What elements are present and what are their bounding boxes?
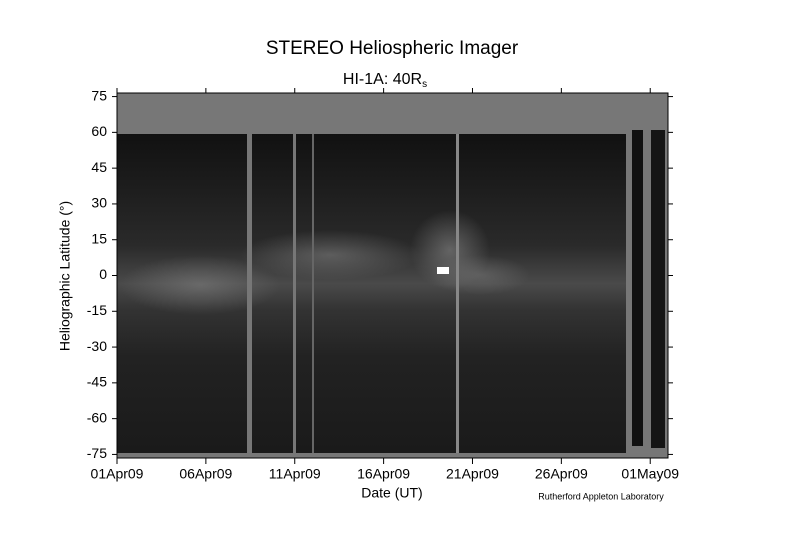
y-axis-label: Heliographic Latitude (°) (57, 201, 73, 351)
y-tick-label: -30 (87, 338, 107, 354)
x-tick-label: 06Apr09 (179, 466, 232, 482)
credit: Rutherford Appleton Laboratory (538, 491, 664, 501)
x-tick-label: 01Apr09 (91, 466, 144, 482)
y-tick-label: 0 (99, 266, 107, 282)
x-tick-label: 26Apr09 (535, 466, 588, 482)
y-tick-label: -60 (87, 409, 107, 425)
x-tick-label: 01May09 (621, 466, 679, 482)
y-tick-label: 75 (91, 87, 107, 103)
subtitle-text: HI-1A: 40R (343, 71, 422, 88)
y-tick-label: 30 (91, 195, 107, 211)
y-tick-label: 60 (91, 123, 107, 139)
subtitle-subscript: s (422, 79, 427, 90)
y-tick-label: 45 (91, 159, 107, 175)
x-tick-label: 21Apr09 (446, 466, 499, 482)
x-tick-label: 11Apr09 (269, 466, 321, 482)
y-tick-label: -75 (87, 445, 107, 461)
y-tick-label: -15 (87, 302, 107, 318)
chart-title: STEREO Heliospheric Imager (266, 38, 519, 59)
chart-subtitle: HI-1A: 40Rs (343, 71, 427, 89)
image (117, 93, 668, 458)
x-tick-label: 16Apr09 (357, 466, 410, 482)
y-tick-label: -45 (87, 374, 107, 390)
y-tick-label: 15 (91, 230, 107, 246)
x-axis-label: Date (UT) (361, 485, 422, 501)
